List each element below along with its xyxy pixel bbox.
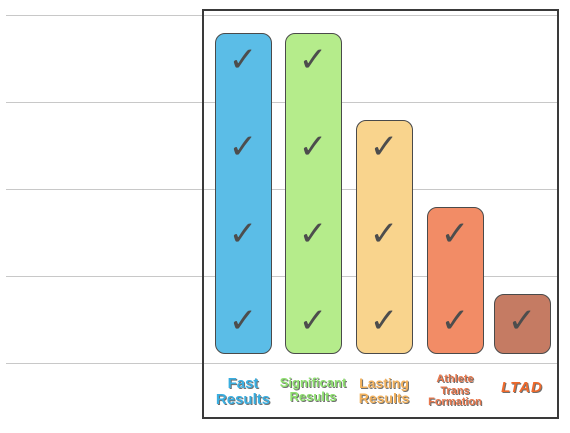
category-label-4: Athlete Trans Formation (410, 373, 500, 409)
category-label-line: Fast (227, 375, 259, 392)
category-label-line: Results (215, 390, 271, 408)
category-label-line: Results (289, 388, 337, 404)
category-label-5: LTAD (477, 380, 567, 396)
category-label-line: LTAD (501, 379, 543, 396)
category-label-line: Formation (428, 396, 482, 409)
bar-3 (355, 120, 413, 354)
gridline (6, 189, 559, 190)
category-label-line: Lasting (359, 375, 409, 391)
checkmark-icon: ✓ (369, 301, 399, 341)
gridline (6, 276, 559, 277)
bar-2 (284, 33, 342, 354)
checkmark-icon: ✓ (228, 127, 258, 167)
checkmark-icon: ✓ (228, 214, 258, 254)
gridline (6, 15, 559, 16)
checkmark-icon: ✓ (440, 301, 470, 341)
gridline (6, 102, 559, 103)
bar-5 (493, 294, 551, 354)
category-label-line: Athlete (436, 373, 474, 385)
gridline (6, 363, 559, 364)
category-label-line: Trans (440, 384, 470, 397)
checkmark-icon: ✓ (369, 127, 399, 167)
chart-frame (202, 9, 559, 419)
checkmark-icon: ✓ (298, 301, 328, 341)
checkmark-icon: ✓ (228, 40, 258, 80)
bar-1 (214, 33, 272, 354)
checkmark-icon: ✓ (369, 214, 399, 254)
checkmark-icon: ✓ (228, 301, 258, 341)
category-label-1: Fast Results (198, 376, 288, 408)
checkmark-icon: ✓ (298, 127, 328, 167)
category-label-line: Significant (279, 375, 347, 390)
checkmark-icon: ✓ (298, 214, 328, 254)
checkmark-icon: ✓ (440, 214, 470, 254)
category-label-2: Significant Results (268, 376, 358, 403)
checkmark-icon: ✓ (507, 301, 537, 341)
bar-4 (426, 207, 484, 354)
category-label-3: Lasting Results (339, 376, 429, 405)
category-label-line: Results (358, 389, 410, 406)
checkmark-icon: ✓ (298, 40, 328, 80)
